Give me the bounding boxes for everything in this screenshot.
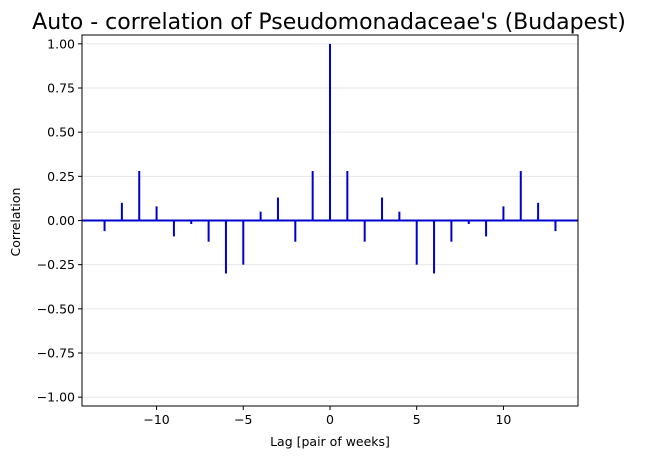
y-tick-label: 0.00 xyxy=(47,213,75,228)
x-tick-label: 10 xyxy=(495,412,511,427)
chart-title: Auto - correlation of Pseudomonadaceae's… xyxy=(32,10,626,35)
y-tick-label: 1.00 xyxy=(47,36,75,51)
y-axis-ticks: −1.00 −0.75 −0.50 −0.25 0.00 0.25 0.50 0.75 1.00 xyxy=(37,36,82,405)
x-axis-ticks: −10 −5 0 5 10 xyxy=(143,406,511,427)
y-tick-label: −0.25 xyxy=(37,257,75,272)
acf-bars xyxy=(103,43,557,274)
x-axis-label: Lag [pair of weeks] xyxy=(270,434,390,449)
y-tick-label: −1.00 xyxy=(37,390,75,405)
y-tick-label: −0.50 xyxy=(37,301,75,316)
y-tick-label: 0.75 xyxy=(47,81,75,96)
x-tick-label: −5 xyxy=(234,412,252,427)
x-tick-label: −10 xyxy=(143,412,169,427)
y-tick-label: 0.25 xyxy=(47,169,75,184)
y-tick-label: −0.75 xyxy=(37,346,75,361)
x-tick-label: 0 xyxy=(326,412,334,427)
x-tick-label: 5 xyxy=(413,412,421,427)
y-axis-label: Correlation xyxy=(8,188,23,257)
y-tick-label: 0.50 xyxy=(47,125,75,140)
